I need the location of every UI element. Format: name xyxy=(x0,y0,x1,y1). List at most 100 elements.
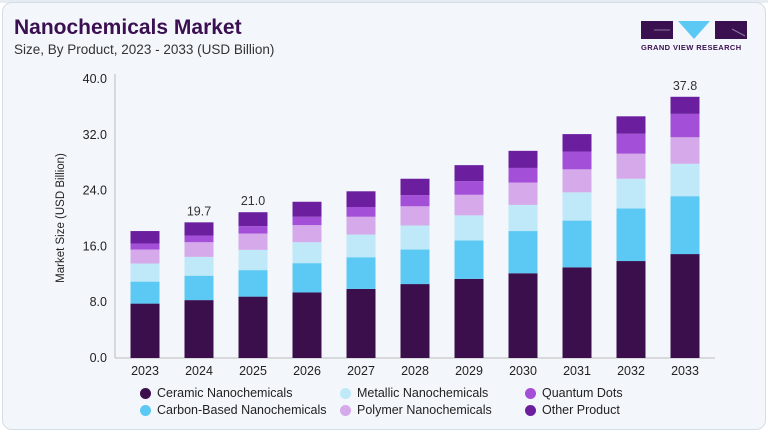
data-label-2033: 37.8 xyxy=(673,79,697,93)
y-tick-label: 32.0 xyxy=(83,128,107,142)
bar-segment-carbon-based-nanochemicals-2025 xyxy=(238,270,268,297)
legend-label: Carbon-Based Nanochemicals xyxy=(157,403,327,417)
bar-segment-quantum-dots-2033 xyxy=(670,113,700,138)
legend-label: Ceramic Nanochemicals xyxy=(157,386,293,400)
logo-text: GRAND VIEW RESEARCH xyxy=(641,43,742,52)
y-tick-label: 0.0 xyxy=(90,351,107,365)
y-tick-label: 16.0 xyxy=(83,239,107,253)
bar-segment-ceramic-nanochemicals-2033 xyxy=(670,254,700,358)
legend-item: Ceramic Nanochemicals xyxy=(140,386,292,400)
y-tick-label: 8.0 xyxy=(90,295,107,309)
bar-segment-carbon-based-nanochemicals-2030 xyxy=(508,231,538,274)
x-tick-label: 2029 xyxy=(455,364,483,378)
chart-title: Nanochemicals Market xyxy=(14,16,242,39)
bar-segment-quantum-dots-2023 xyxy=(130,243,160,250)
bar-segment-ceramic-nanochemicals-2030 xyxy=(508,273,538,358)
bar-segment-metallic-nanochemicals-2033 xyxy=(670,163,700,197)
bar-segment-quantum-dots-2030 xyxy=(508,167,538,183)
bar-segment-metallic-nanochemicals-2030 xyxy=(508,204,538,232)
bar-segment-ceramic-nanochemicals-2023 xyxy=(130,303,160,358)
bar-segment-polymer-nanochemicals-2032 xyxy=(616,153,646,179)
legend-swatch xyxy=(525,387,536,399)
legend-label: Metallic Nanochemicals xyxy=(357,386,489,400)
bar-segment-quantum-dots-2028 xyxy=(400,195,430,207)
bar-segment-polymer-nanochemicals-2027 xyxy=(346,216,376,235)
bar-segment-ceramic-nanochemicals-2031 xyxy=(562,267,592,358)
bar-segment-carbon-based-nanochemicals-2023 xyxy=(130,281,160,304)
bar-segment-metallic-nanochemicals-2028 xyxy=(400,225,430,250)
bar-segment-quantum-dots-2027 xyxy=(346,206,376,217)
bar-segment-other-product-2027 xyxy=(346,191,376,207)
bar-segment-carbon-based-nanochemicals-2026 xyxy=(292,263,322,293)
data-label-2025: 21.0 xyxy=(241,194,265,208)
bar-segment-metallic-nanochemicals-2029 xyxy=(454,215,484,241)
x-tick-label: 2030 xyxy=(509,364,537,378)
bar-segment-carbon-based-nanochemicals-2027 xyxy=(346,257,376,289)
y-tick-label: 24.0 xyxy=(83,184,107,198)
bar-segment-other-product-2023 xyxy=(130,231,160,244)
x-tick-label: 2032 xyxy=(617,364,645,378)
bar-segment-quantum-dots-2029 xyxy=(454,181,484,195)
legend-item: Quantum Dots xyxy=(525,386,623,400)
bar-segment-polymer-nanochemicals-2029 xyxy=(454,194,484,216)
bar-segment-metallic-nanochemicals-2026 xyxy=(292,242,322,264)
legend-swatch xyxy=(140,404,151,416)
bar-segment-other-product-2029 xyxy=(454,165,484,182)
y-tick-label: 40.0 xyxy=(83,72,107,86)
legend-item: Other Product xyxy=(525,403,620,417)
bar-segment-polymer-nanochemicals-2031 xyxy=(562,169,592,193)
bar-segment-carbon-based-nanochemicals-2032 xyxy=(616,208,646,262)
y-axis-label: Market Size (USD Billion) xyxy=(55,153,67,283)
legend-swatch xyxy=(340,404,351,416)
bar-segment-metallic-nanochemicals-2023 xyxy=(130,263,160,282)
bar-segment-polymer-nanochemicals-2028 xyxy=(400,206,430,226)
bar-segment-metallic-nanochemicals-2027 xyxy=(346,234,376,258)
legend-swatch xyxy=(525,404,536,416)
x-tick-label: 2028 xyxy=(401,364,429,378)
bar-segment-ceramic-nanochemicals-2032 xyxy=(616,261,646,358)
bar-segment-metallic-nanochemicals-2025 xyxy=(238,249,268,271)
legend-item: Polymer Nanochemicals xyxy=(340,403,492,417)
bar-segment-polymer-nanochemicals-2025 xyxy=(238,233,268,250)
bar-segment-other-product-2030 xyxy=(508,150,538,168)
x-tick-label: 2024 xyxy=(185,364,213,378)
bar-segment-carbon-based-nanochemicals-2029 xyxy=(454,240,484,279)
bar-segment-polymer-nanochemicals-2030 xyxy=(508,182,538,205)
bar-segment-quantum-dots-2031 xyxy=(562,151,592,170)
x-tick-label: 2027 xyxy=(347,364,375,378)
bar-segment-carbon-based-nanochemicals-2024 xyxy=(184,275,214,301)
bar-segment-other-product-2032 xyxy=(616,116,646,134)
bar-segment-other-product-2026 xyxy=(292,201,322,217)
bar-segment-other-product-2025 xyxy=(238,212,268,227)
bar-segment-metallic-nanochemicals-2031 xyxy=(562,192,592,221)
bar-segment-ceramic-nanochemicals-2026 xyxy=(292,292,322,358)
bar-segment-quantum-dots-2032 xyxy=(616,133,646,154)
bar-segment-carbon-based-nanochemicals-2028 xyxy=(400,249,430,285)
bar-segment-other-product-2033 xyxy=(670,96,700,114)
x-tick-label: 2023 xyxy=(131,364,159,378)
x-tick-label: 2031 xyxy=(563,364,591,378)
x-tick-label: 2033 xyxy=(671,364,699,378)
legend-item: Metallic Nanochemicals xyxy=(340,386,488,400)
x-tick-label: 2026 xyxy=(293,364,321,378)
bar-segment-quantum-dots-2025 xyxy=(238,226,268,234)
bar-segment-metallic-nanochemicals-2024 xyxy=(184,256,214,276)
legend-label: Quantum Dots xyxy=(542,386,623,400)
bar-segment-polymer-nanochemicals-2026 xyxy=(292,225,322,243)
bar-segment-other-product-2031 xyxy=(562,134,592,152)
bar-segment-metallic-nanochemicals-2032 xyxy=(616,178,646,209)
bar-segment-carbon-based-nanochemicals-2031 xyxy=(562,220,592,268)
bar-segment-other-product-2028 xyxy=(400,178,430,196)
bar-segment-ceramic-nanochemicals-2024 xyxy=(184,300,214,358)
top-border xyxy=(0,0,768,3)
legend-swatch xyxy=(340,387,351,399)
bar-segment-carbon-based-nanochemicals-2033 xyxy=(670,196,700,255)
bar-segment-ceramic-nanochemicals-2027 xyxy=(346,288,376,358)
legend-swatch xyxy=(140,387,151,399)
bar-segment-ceramic-nanochemicals-2028 xyxy=(400,284,430,358)
bar-segment-polymer-nanochemicals-2023 xyxy=(130,249,160,264)
bar-segment-polymer-nanochemicals-2033 xyxy=(670,137,700,164)
grand-view-research-logo xyxy=(641,21,747,39)
bar-segment-ceramic-nanochemicals-2025 xyxy=(238,296,268,358)
